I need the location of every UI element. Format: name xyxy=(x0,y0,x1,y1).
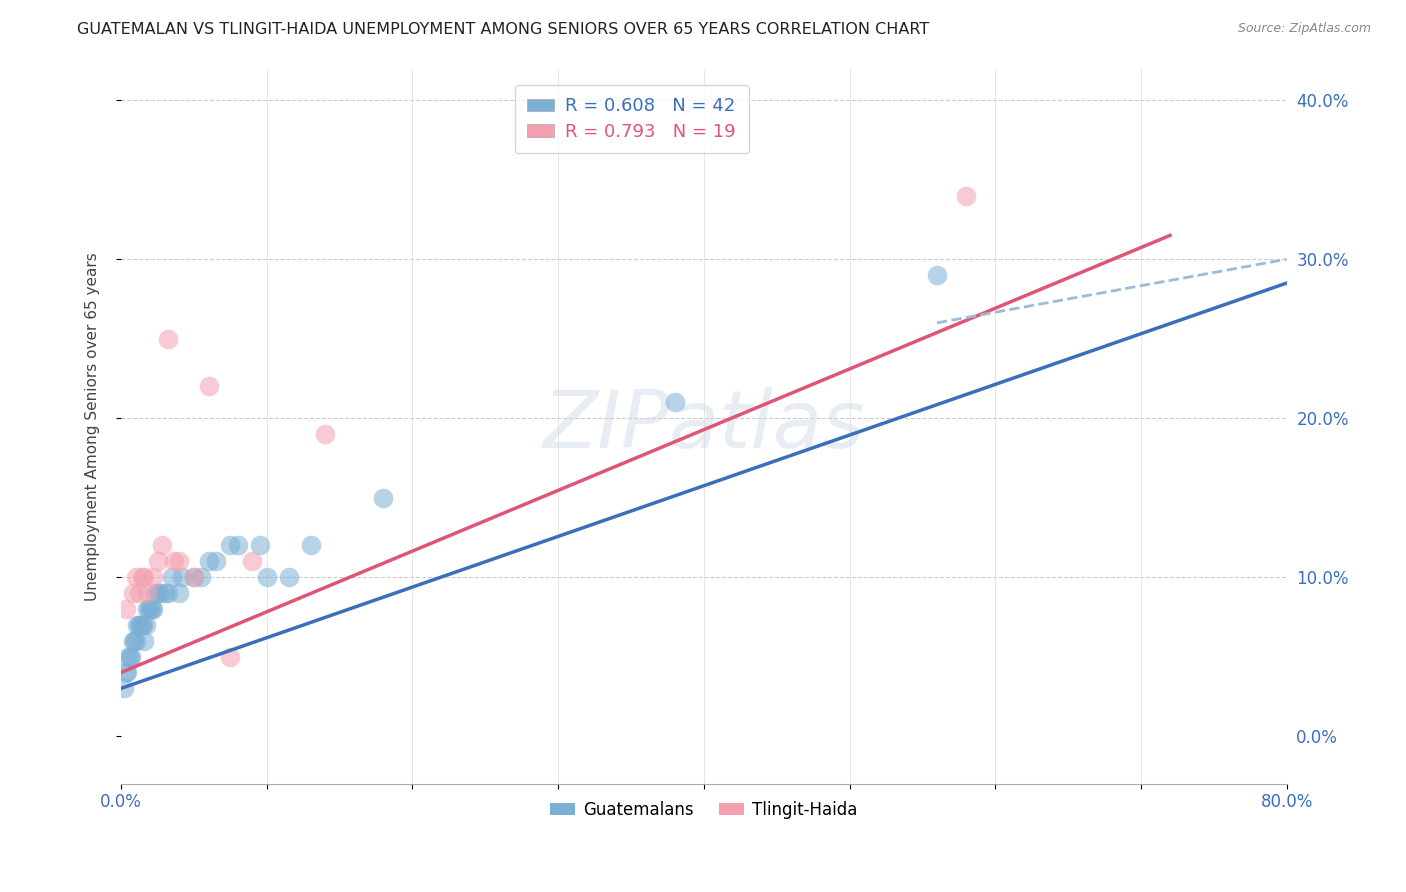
Point xyxy=(125,633,148,648)
Point xyxy=(136,586,159,600)
Point xyxy=(299,538,322,552)
Point xyxy=(226,538,249,552)
Point xyxy=(112,681,135,696)
Point xyxy=(156,332,179,346)
Point xyxy=(149,586,172,600)
Point xyxy=(197,379,219,393)
Point xyxy=(139,602,162,616)
Point xyxy=(125,570,148,584)
Point xyxy=(131,617,153,632)
Point xyxy=(150,538,173,552)
Text: GUATEMALAN VS TLINGIT-HAIDA UNEMPLOYMENT AMONG SENIORS OVER 65 YEARS CORRELATION: GUATEMALAN VS TLINGIT-HAIDA UNEMPLOYMENT… xyxy=(77,22,929,37)
Point xyxy=(136,602,159,616)
Y-axis label: Unemployment Among Seniors over 65 years: Unemployment Among Seniors over 65 years xyxy=(86,252,100,600)
Point xyxy=(183,570,205,584)
Point xyxy=(132,617,155,632)
Text: ZIPatlas: ZIPatlas xyxy=(543,387,865,465)
Point xyxy=(169,586,191,600)
Point xyxy=(925,268,948,282)
Point xyxy=(131,570,153,584)
Point xyxy=(115,665,138,680)
Point xyxy=(314,427,336,442)
Point xyxy=(118,649,141,664)
Point xyxy=(373,491,395,505)
Point xyxy=(955,188,977,202)
Point xyxy=(134,570,156,584)
Point xyxy=(120,649,142,664)
Point xyxy=(128,617,150,632)
Point xyxy=(162,554,184,568)
Point xyxy=(146,586,169,600)
Point xyxy=(160,570,183,584)
Point xyxy=(190,570,212,584)
Point xyxy=(143,586,166,600)
Point xyxy=(121,633,143,648)
Point xyxy=(249,538,271,552)
Point xyxy=(156,586,179,600)
Text: Source: ZipAtlas.com: Source: ZipAtlas.com xyxy=(1237,22,1371,36)
Point xyxy=(128,586,150,600)
Legend: Guatemalans, Tlingit-Haida: Guatemalans, Tlingit-Haida xyxy=(543,794,865,825)
Point xyxy=(219,538,242,552)
Point xyxy=(183,570,205,584)
Point xyxy=(121,586,143,600)
Point xyxy=(141,602,163,616)
Point xyxy=(127,617,149,632)
Point xyxy=(172,570,194,584)
Point xyxy=(277,570,299,584)
Point xyxy=(129,617,152,632)
Point xyxy=(138,602,160,616)
Point xyxy=(256,570,278,584)
Point xyxy=(153,586,176,600)
Point xyxy=(240,554,263,568)
Point xyxy=(135,617,157,632)
Point xyxy=(169,554,191,568)
Point xyxy=(122,633,145,648)
Point xyxy=(114,602,136,616)
Point xyxy=(664,395,686,409)
Point xyxy=(142,570,165,584)
Point xyxy=(114,665,136,680)
Point xyxy=(197,554,219,568)
Point xyxy=(134,633,156,648)
Point xyxy=(219,649,242,664)
Point xyxy=(117,649,139,664)
Point xyxy=(142,602,165,616)
Point xyxy=(146,554,169,568)
Point xyxy=(205,554,228,568)
